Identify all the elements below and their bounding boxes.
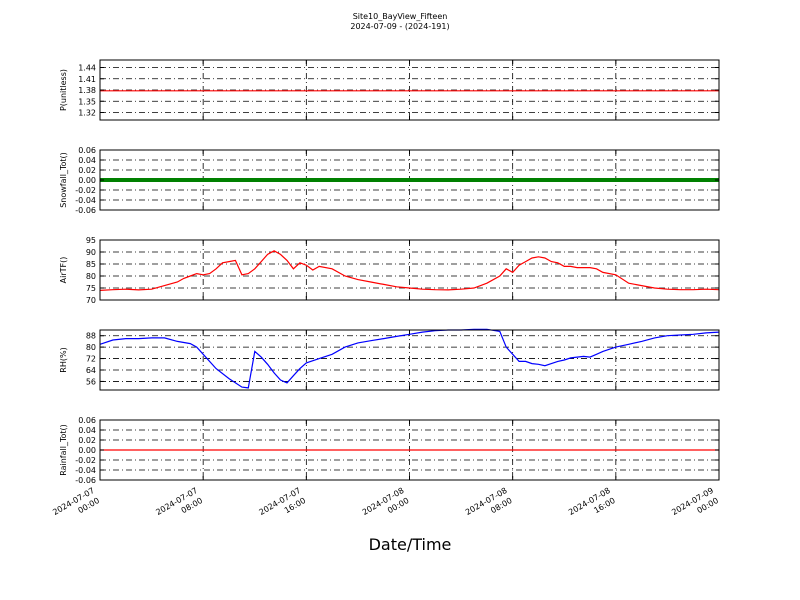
y-axis-label: Rainfall_Tot() <box>59 424 68 476</box>
y-tick-label: 88 <box>86 332 96 341</box>
y-tick-label: 0.04 <box>78 156 96 165</box>
panel-3: 95 90 85 80 75 70 AirTF() <box>59 236 720 305</box>
y-tick-label: 0.06 <box>78 416 96 425</box>
y-tick-label: 64 <box>86 366 96 375</box>
series-line-4 <box>99 328 720 389</box>
y-tick-label: 0.06 <box>78 146 96 155</box>
y-tick-label: 90 <box>86 248 96 257</box>
chart-title-line1: Site10_BayView_Fifteen <box>353 12 448 21</box>
y-tick-label: 1.44 <box>78 64 96 73</box>
y-tick-label: -0.02 <box>75 186 96 195</box>
y-tick-label: 95 <box>86 236 96 245</box>
y-tick-label: 1.35 <box>78 97 96 106</box>
y-tick-label: 75 <box>86 284 96 293</box>
chart-title-line2: 2024-07-09 - (2024-191) <box>350 22 449 31</box>
y-tick-label: 1.32 <box>78 109 96 118</box>
panel-5: 0.060.040.020.00-0.02-0.04-0.06 Rainfall_… <box>59 416 720 485</box>
y-tick-label: 0.00 <box>78 176 96 185</box>
y-tick-label: 70 <box>86 296 96 305</box>
y-axis-label: Snowfall_Tot() <box>59 152 68 208</box>
y-tick-label: 0.00 <box>78 446 96 455</box>
y-tick-label: 56 <box>86 377 96 386</box>
y-tick-label: 0.02 <box>78 436 96 445</box>
y-axis-label: P(unitless) <box>59 69 68 111</box>
y-tick-label: -0.06 <box>75 476 96 485</box>
y-tick-label: -0.02 <box>75 456 96 465</box>
y-tick-label: 1.38 <box>78 86 96 95</box>
y-tick-label: 1.41 <box>78 75 96 84</box>
series-line-3 <box>99 250 720 291</box>
y-tick-label: 85 <box>86 260 96 269</box>
y-tick-label: 80 <box>86 272 96 281</box>
y-axis-label: AirTF() <box>59 257 68 284</box>
y-tick-label: -0.04 <box>75 196 96 205</box>
y-tick-label: 0.04 <box>78 426 96 435</box>
x-axis-label: Date/Time <box>369 535 452 554</box>
y-tick-label: 72 <box>86 355 96 364</box>
panel-4: 88 80 72 64 56 RH(%) <box>59 328 720 391</box>
y-tick-label: -0.04 <box>75 466 96 475</box>
y-tick-label: 0.02 <box>78 166 96 175</box>
y-tick-label: 80 <box>86 343 96 352</box>
panel-2: 0.060.040.020.00-0.02-0.04-0.06 Snowfall_… <box>59 146 720 215</box>
panels-container: 1.441.411.381.351.32P(unitless)0.060.040… <box>59 59 720 485</box>
y-axis-label: RH(%) <box>59 347 68 372</box>
y-tick-label: -0.06 <box>75 206 96 215</box>
panel-1: 1.44 1.41 1.38 1.35 1.32 P(unitless) <box>59 59 720 121</box>
